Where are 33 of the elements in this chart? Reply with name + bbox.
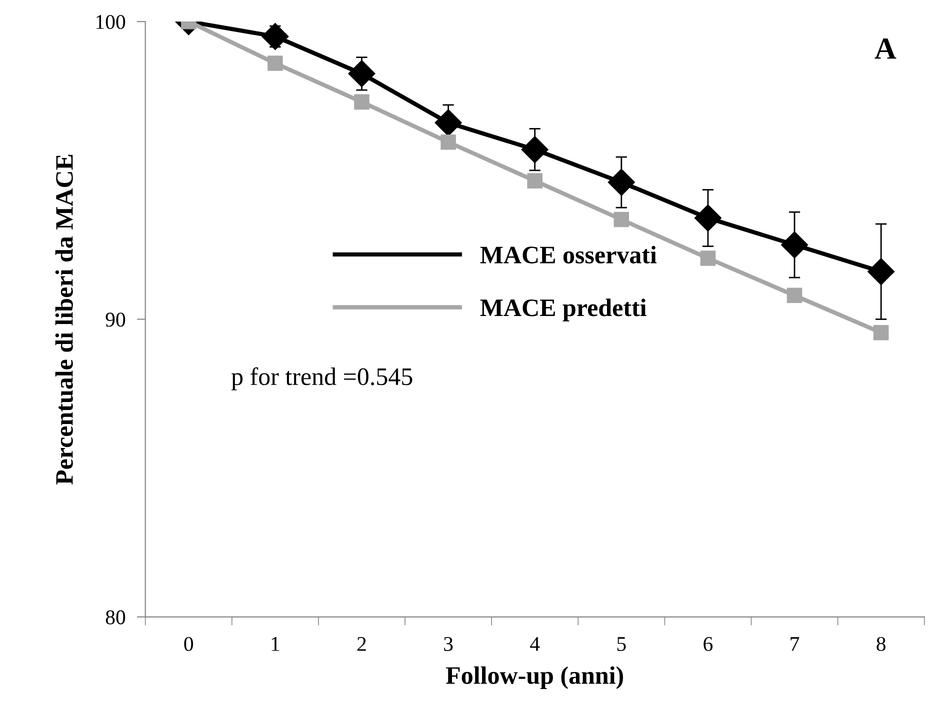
x-tick-label: 7 — [790, 637, 800, 651]
point — [268, 56, 283, 71]
legend-label: MACE predetti — [480, 298, 646, 322]
x-tick-label: 8 — [876, 636, 886, 652]
point — [786, 288, 802, 304]
point — [700, 250, 716, 266]
x-tick-label: 3 — [444, 637, 453, 652]
point — [440, 134, 456, 150]
y-tick-label: 100 — [96, 14, 126, 30]
point — [521, 136, 548, 164]
point — [348, 60, 376, 88]
y-tick-label: 90 — [106, 312, 126, 327]
point — [608, 168, 635, 196]
y-axis-title: Percentuale di liberi da MACE — [55, 154, 73, 485]
x-axis-title: Follow-up (anni) — [446, 666, 624, 690]
annotation: A — [874, 38, 896, 59]
point — [694, 204, 722, 232]
x-tick-label: 5 — [617, 637, 626, 652]
x-tick-label: 4 — [530, 637, 540, 651]
point — [781, 231, 808, 258]
point — [527, 173, 542, 188]
legend-label: MACE osservati — [480, 246, 657, 264]
point — [868, 258, 895, 286]
annotation: p for trend =0.545 — [231, 367, 412, 390]
point — [354, 94, 370, 110]
point — [873, 324, 889, 340]
x-tick-label: 1 — [272, 637, 280, 651]
point — [614, 212, 630, 228]
x-tick-label: 0 — [184, 636, 194, 652]
point — [434, 109, 462, 136]
x-tick-label: 2 — [357, 637, 366, 651]
y-tick-label: 80 — [106, 610, 126, 624]
x-tick-label: 6 — [704, 637, 713, 652]
